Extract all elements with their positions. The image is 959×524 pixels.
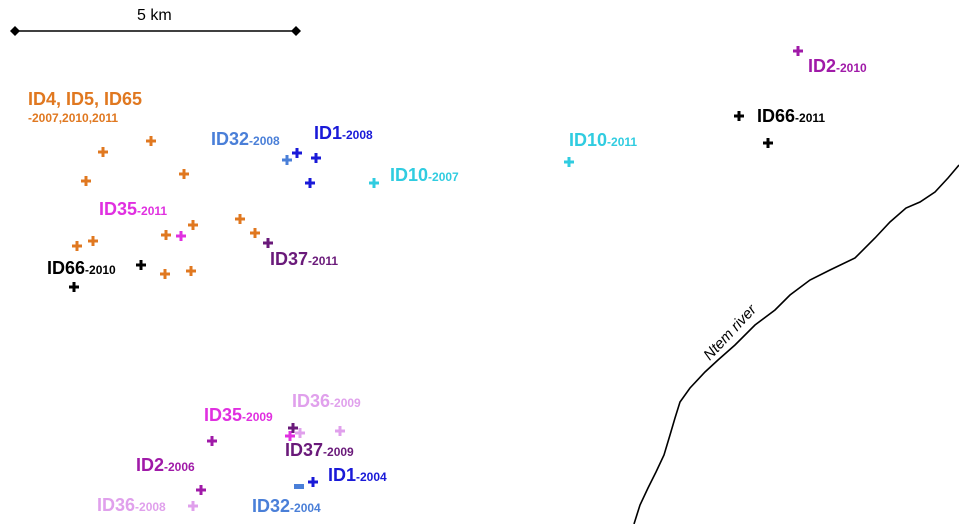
label-id1-2008: ID1-2008 <box>314 124 373 143</box>
label-id: ID37 <box>285 440 324 460</box>
label-year: -2009 <box>323 445 354 459</box>
label-id66-2011: ID66-2011 <box>757 107 825 126</box>
label-id: ID1 <box>314 123 343 143</box>
location-marker <box>196 485 206 495</box>
location-marker <box>294 484 304 489</box>
location-marker <box>176 231 186 241</box>
ntem-river-line <box>633 164 959 524</box>
label-id: ID32 <box>211 129 250 149</box>
label-id: ID2 <box>136 455 165 475</box>
scale-bar <box>10 26 301 36</box>
label-id32-2004: ID32-2004 <box>252 497 321 516</box>
label-year: -2011 <box>308 254 339 268</box>
label-id10-2011: ID10-2011 <box>569 131 637 150</box>
label-id: ID66 <box>47 258 86 278</box>
location-marker <box>81 176 91 186</box>
location-marker <box>763 138 773 148</box>
label-year: -2011 <box>795 111 826 125</box>
label-year: -2008 <box>135 500 166 514</box>
group-orange-label: ID4, ID5, ID65 <box>28 90 142 109</box>
location-marker <box>188 220 198 230</box>
label-id35-2009: ID35-2009 <box>204 406 273 425</box>
label-year: -2004 <box>290 501 321 515</box>
location-marker <box>188 501 198 511</box>
location-marker <box>734 111 744 121</box>
location-marker <box>285 431 295 441</box>
label-year: -2004 <box>356 470 387 484</box>
label-id36-2008: ID36-2008 <box>97 496 166 515</box>
label-id: ID10 <box>569 130 608 150</box>
label-id: ID35 <box>204 405 243 425</box>
location-marker <box>136 260 146 270</box>
location-marker <box>186 266 196 276</box>
label-id: ID1 <box>328 465 357 485</box>
location-marker <box>250 228 260 238</box>
scale-bar-label: 5 km <box>137 7 172 24</box>
location-marker <box>369 178 379 188</box>
label-year: -2011 <box>137 204 168 218</box>
label-id66-2010: ID66-2010 <box>47 259 116 278</box>
location-marker <box>564 157 574 167</box>
label-id: ID35 <box>99 199 138 219</box>
label-id: ID36 <box>292 391 331 411</box>
location-marker <box>179 169 189 179</box>
label-id: ID36 <box>97 495 136 515</box>
label-id10-2007: ID10-2007 <box>390 166 459 185</box>
location-marker <box>69 282 79 292</box>
location-marker <box>207 436 217 446</box>
label-id2-2006: ID2-2006 <box>136 456 195 475</box>
label-year: -2007 <box>428 170 459 184</box>
location-marker <box>161 230 171 240</box>
label-id: ID66 <box>757 106 796 126</box>
label-year: -2011 <box>607 135 638 149</box>
label-year: -2010 <box>836 61 867 75</box>
label-id36-2009: ID36-2009 <box>292 392 361 411</box>
location-marker <box>160 269 170 279</box>
label-id37-2011: ID37-2011 <box>270 250 338 269</box>
location-marker <box>335 426 345 436</box>
label-year: -2009 <box>242 410 273 424</box>
location-marker <box>88 236 98 246</box>
label-id: ID10 <box>390 165 429 185</box>
location-marker <box>308 477 318 487</box>
location-marker <box>305 178 315 188</box>
label-year: -2008 <box>342 128 373 142</box>
location-marker <box>146 136 156 146</box>
location-marker <box>288 423 298 433</box>
location-marker <box>72 241 82 251</box>
location-marker <box>282 155 292 165</box>
label-id32-2008: ID32-2008 <box>211 130 280 149</box>
label-id1-2004: ID1-2004 <box>328 466 387 485</box>
location-marker <box>263 238 273 248</box>
label-year: -2008 <box>249 134 280 148</box>
location-marker <box>98 147 108 157</box>
location-marker <box>295 428 305 438</box>
label-id2-2010: ID2-2010 <box>808 57 867 76</box>
location-marker <box>793 46 803 56</box>
location-marker <box>235 214 245 224</box>
label-year: -2006 <box>164 460 195 474</box>
location-marker <box>311 153 321 163</box>
label-year: -2009 <box>330 396 361 410</box>
location-marker <box>292 148 302 158</box>
label-id: ID2 <box>808 56 837 76</box>
label-id35-2011: ID35-2011 <box>99 200 167 219</box>
label-id: ID37 <box>270 249 309 269</box>
group-orange-ids: ID4, ID5, ID65 <box>28 89 143 109</box>
label-id: ID32 <box>252 496 291 516</box>
label-id37-2009: ID37-2009 <box>285 441 354 460</box>
group-orange-years: -2007,2010,2011 <box>28 111 119 125</box>
label-year: -2010 <box>85 263 116 277</box>
